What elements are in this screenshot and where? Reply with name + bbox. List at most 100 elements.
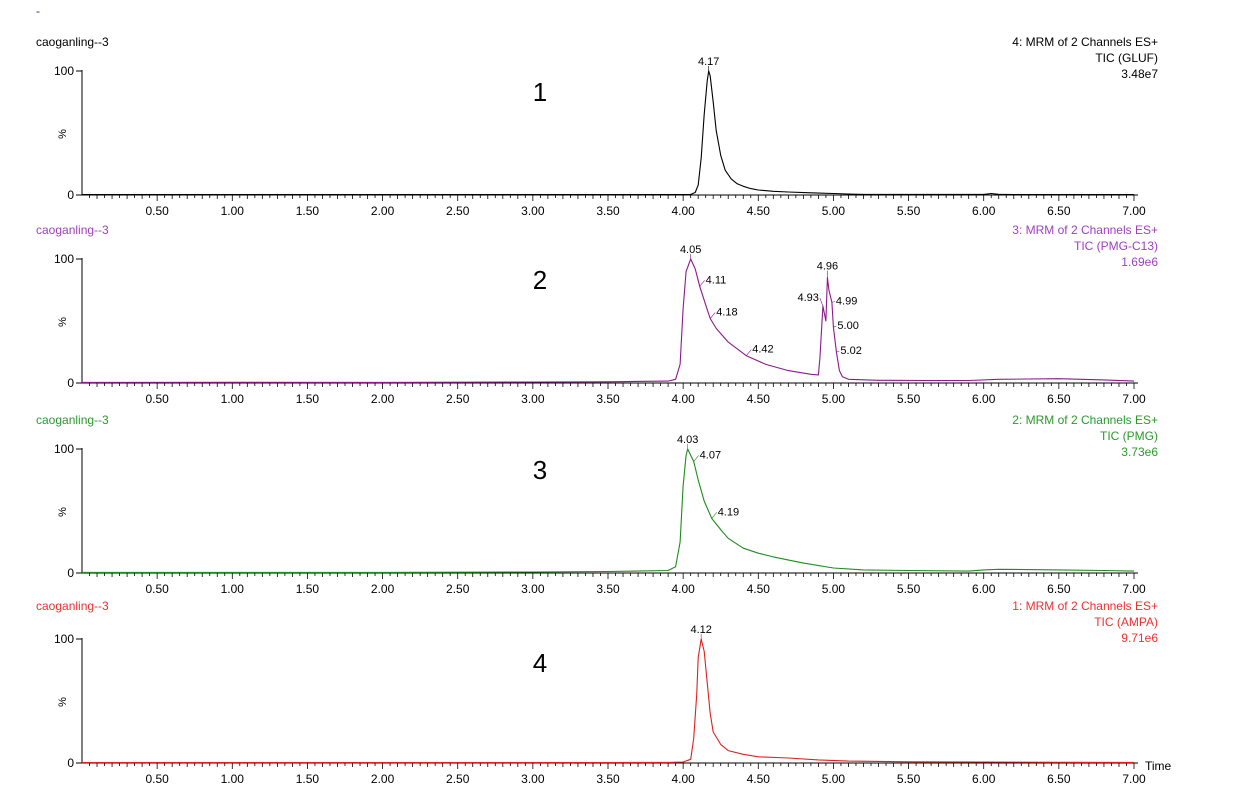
y-tick-label: 0	[67, 188, 74, 202]
peak-label: 4.07	[700, 449, 721, 461]
x-tick-label: 3.50	[596, 582, 620, 596]
chart-panel-3: caoganling--3 2: MRM of 2 Channels ES+ TIC…	[36, 413, 1158, 596]
x-axis-label: Time	[1145, 759, 1172, 773]
x-tick-label: 2.00	[371, 772, 395, 786]
x-tick-label: 1.00	[221, 204, 245, 218]
x-tick-label: 4.00	[671, 772, 695, 786]
y-axis-label: %	[57, 317, 69, 327]
x-tick-label: 7.00	[1122, 772, 1146, 786]
x-tick-label: 5.00	[822, 582, 846, 596]
x-tick-label: 1.50	[296, 392, 320, 406]
x-tick-label: 7.00	[1122, 204, 1146, 218]
y-axis-label: %	[57, 507, 69, 517]
peak-label: 4.18	[716, 307, 737, 319]
peak-leader	[833, 325, 837, 328]
chart-panel-2: caoganling--3 3: MRM of 2 Channels ES+ TIC…	[36, 223, 1158, 406]
panel-number: 1	[533, 77, 547, 107]
series-line	[82, 448, 1135, 573]
channel-label: 1: MRM of 2 Channels ES+	[1012, 599, 1158, 613]
x-tick-label: 6.50	[1047, 392, 1071, 406]
peak-label: 4.12	[690, 624, 711, 636]
x-tick-label: 2.50	[446, 392, 470, 406]
x-tick-label: 2.00	[371, 392, 395, 406]
series-line	[82, 638, 1135, 764]
channel-label: 3: MRM of 2 Channels ES+	[1012, 223, 1158, 237]
x-tick-label: 4.00	[671, 582, 695, 596]
x-tick-label: 2.50	[446, 204, 470, 218]
peak-label: 4.42	[752, 344, 773, 356]
y-tick-label: 100	[54, 252, 74, 266]
x-tick-label: 5.50	[897, 204, 921, 218]
x-tick-label: 1.00	[221, 772, 245, 786]
peak-label: 5.02	[840, 345, 861, 357]
x-tick-label: 6.00	[972, 772, 996, 786]
x-tick-label: 1.50	[296, 772, 320, 786]
y-tick-label: 100	[54, 64, 74, 78]
x-tick-label: 5.00	[822, 772, 846, 786]
tic-label: TIC (PMG)	[1100, 429, 1158, 443]
peak-leader	[709, 312, 716, 319]
x-tick-label: 1.50	[296, 204, 320, 218]
channel-label: 4: MRM of 2 Channels ES+	[1012, 35, 1158, 49]
peak-leader	[836, 350, 840, 353]
x-tick-label: 1.50	[296, 582, 320, 596]
x-tick-label: 6.50	[1047, 582, 1071, 596]
y-tick-label: 100	[54, 442, 74, 456]
tic-label: TIC (GLUF)	[1095, 51, 1158, 65]
sample-name: caoganling--3	[36, 223, 109, 237]
x-tick-label: 1.00	[221, 582, 245, 596]
x-tick-label: 1.00	[221, 392, 245, 406]
x-tick-label: 4.50	[747, 582, 771, 596]
peak-label: 4.19	[718, 506, 739, 518]
x-tick-label: 0.50	[145, 582, 169, 596]
intensity-label: 3.73e6	[1121, 445, 1158, 459]
x-tick-label: 5.00	[822, 392, 846, 406]
intensity-label: 1.69e6	[1121, 255, 1158, 269]
peak-leader	[819, 298, 824, 307]
sample-name: caoganling--3	[36, 413, 109, 427]
x-tick-label: 6.00	[972, 392, 996, 406]
series-line	[82, 70, 1135, 196]
x-tick-label: 0.50	[145, 204, 169, 218]
x-tick-label: 2.50	[446, 772, 470, 786]
y-axis-label: %	[57, 697, 69, 707]
peak-leader	[699, 280, 705, 287]
peak-label: 4.99	[836, 295, 857, 307]
peak-leader	[746, 349, 752, 356]
series-line	[81, 258, 1135, 383]
x-tick-label: 4.00	[671, 392, 695, 406]
tic-label: TIC (PMG-C13)	[1074, 239, 1158, 253]
peak-label: 5.00	[837, 320, 858, 332]
x-tick-label: 2.00	[371, 204, 395, 218]
y-tick-label: 0	[67, 566, 74, 580]
peak-label: 4.96	[817, 261, 838, 273]
x-tick-label: 0.50	[145, 392, 169, 406]
x-tick-label: 3.00	[521, 392, 545, 406]
intensity-label: 3.48e7	[1121, 67, 1158, 81]
x-tick-label: 3.00	[521, 772, 545, 786]
x-tick-label: 7.00	[1122, 392, 1146, 406]
x-tick-label: 7.00	[1122, 582, 1146, 596]
peak-label: 4.05	[680, 244, 701, 256]
x-tick-label: 2.00	[371, 582, 395, 596]
x-tick-label: 3.50	[596, 204, 620, 218]
channel-label: 2: MRM of 2 Channels ES+	[1012, 413, 1158, 427]
panel-number: 2	[533, 265, 547, 295]
x-tick-label: 3.50	[596, 772, 620, 786]
x-tick-label: 5.50	[897, 392, 921, 406]
y-tick-label: 0	[67, 756, 74, 770]
x-tick-label: 3.00	[521, 582, 545, 596]
header-mark: -	[36, 4, 40, 18]
chart-panel-1: caoganling--3 4: MRM of 2 Channels ES+ TIC…	[36, 35, 1158, 218]
peak-leader	[831, 301, 836, 303]
y-tick-label: 100	[54, 632, 74, 646]
x-tick-label: 4.50	[747, 204, 771, 218]
x-tick-label: 6.00	[972, 582, 996, 596]
peak-leader	[711, 512, 717, 519]
x-tick-label: 6.00	[972, 204, 996, 218]
peak-label: 4.17	[698, 56, 719, 68]
peak-label: 4.03	[677, 434, 698, 446]
peak-leader	[693, 455, 699, 462]
peak-label: 4.11	[706, 274, 727, 286]
